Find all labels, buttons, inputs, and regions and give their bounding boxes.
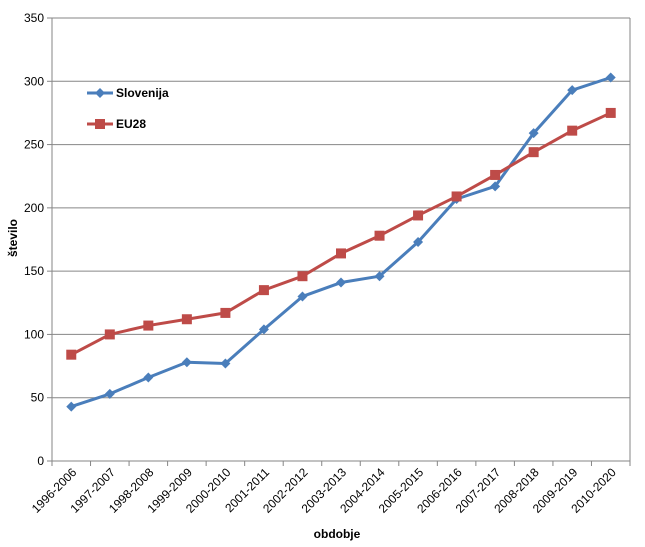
data-point-eu28 (297, 271, 308, 282)
y-tick-label: 150 (24, 264, 44, 278)
data-point-slovenija (374, 271, 385, 282)
series-slovenija (66, 72, 616, 412)
data-point-slovenija (143, 372, 154, 383)
legend-entry-eu28: EU28 (87, 117, 146, 131)
data-point-slovenija (181, 357, 192, 368)
data-point-eu28 (336, 248, 346, 259)
y-tick-label: 350 (24, 11, 44, 25)
data-point-eu28 (66, 349, 77, 360)
data-point-slovenija (220, 358, 231, 369)
data-point-slovenija (297, 291, 308, 302)
data-point-eu28 (490, 169, 501, 180)
y-tick-label: 200 (24, 201, 44, 215)
data-point-slovenija (528, 128, 539, 139)
y-tick-label: 250 (24, 138, 44, 152)
data-point-eu28 (605, 107, 616, 118)
y-axis-title: število (6, 219, 20, 257)
data-point-slovenija (413, 237, 424, 248)
data-point-eu28 (181, 314, 192, 325)
data-point-slovenija (258, 324, 269, 335)
data-point-slovenija (66, 401, 77, 412)
y-tick-label: 100 (24, 327, 44, 341)
x-tick-labels: 1996-20061997-20071998-20081999-20092000… (29, 465, 619, 516)
gridlines (52, 17, 631, 461)
data-point-eu28 (258, 285, 269, 296)
y-tick-labels: 0 50 100 150 200 250 300 350 (24, 11, 44, 468)
y-tick-label: 300 (24, 74, 44, 88)
series-layer (66, 72, 616, 412)
data-point-slovenija (490, 181, 501, 192)
series-eu28 (66, 107, 616, 360)
data-point-slovenija (567, 85, 578, 96)
legend-marker (95, 88, 105, 98)
legend-label: Slovenija (116, 86, 169, 100)
series-line-slovenija (70, 76, 612, 408)
data-point-eu28 (413, 210, 424, 221)
legend-entry-slovenija: Slovenija (87, 86, 169, 100)
x-axis-title: obdobje (314, 527, 361, 541)
data-point-eu28 (143, 320, 154, 331)
legend: Slovenija EU28 (87, 86, 169, 131)
data-point-eu28 (374, 230, 385, 241)
data-point-eu28 (567, 125, 578, 136)
legend-marker (95, 119, 105, 129)
legend-label: EU28 (116, 117, 146, 131)
data-point-eu28 (104, 329, 115, 340)
data-point-slovenija (104, 388, 115, 399)
data-point-eu28 (528, 147, 539, 158)
data-point-eu28 (451, 191, 462, 202)
y-tick-label: 50 (31, 391, 45, 405)
data-point-slovenija (605, 72, 616, 83)
data-point-slovenija (336, 277, 346, 288)
data-point-eu28 (220, 307, 231, 318)
axes (47, 17, 631, 466)
y-tick-label: 0 (37, 454, 44, 468)
